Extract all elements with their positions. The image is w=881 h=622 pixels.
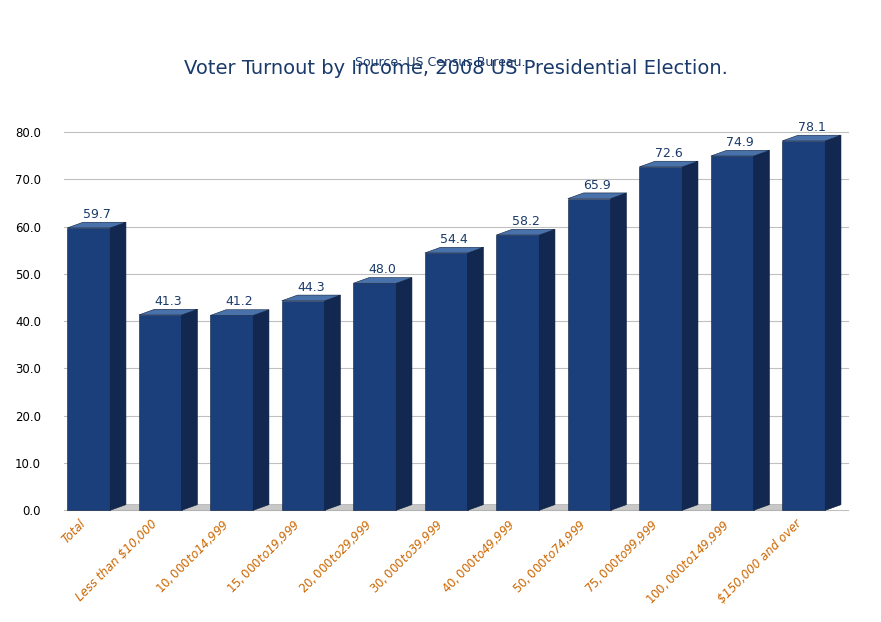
Polygon shape: [396, 277, 412, 510]
Polygon shape: [711, 156, 754, 510]
Polygon shape: [139, 309, 197, 315]
Polygon shape: [67, 504, 841, 510]
Polygon shape: [468, 248, 484, 510]
Polygon shape: [67, 222, 126, 228]
Polygon shape: [181, 309, 197, 510]
Polygon shape: [711, 151, 769, 156]
Polygon shape: [568, 198, 611, 510]
Text: 48.0: 48.0: [369, 263, 396, 276]
Polygon shape: [67, 228, 110, 510]
Polygon shape: [640, 167, 682, 510]
Polygon shape: [782, 141, 825, 510]
Polygon shape: [139, 315, 181, 510]
Polygon shape: [754, 151, 769, 510]
Polygon shape: [282, 295, 340, 301]
Polygon shape: [353, 277, 412, 283]
Polygon shape: [211, 315, 253, 510]
Text: 65.9: 65.9: [583, 179, 611, 192]
Text: 58.2: 58.2: [512, 215, 539, 228]
Text: Source: US Census Bureau.: Source: US Census Bureau.: [355, 56, 526, 69]
Text: 41.3: 41.3: [154, 295, 182, 308]
Polygon shape: [568, 193, 626, 198]
Text: 59.7: 59.7: [83, 208, 111, 221]
Polygon shape: [325, 295, 340, 510]
Polygon shape: [825, 135, 841, 510]
Polygon shape: [282, 301, 325, 510]
Polygon shape: [782, 135, 841, 141]
Polygon shape: [425, 248, 484, 253]
Polygon shape: [353, 283, 396, 510]
Polygon shape: [682, 161, 698, 510]
Polygon shape: [539, 230, 555, 510]
Title: Voter Turnout by Income, 2008 US Presidential Election.: Voter Turnout by Income, 2008 US Preside…: [184, 58, 728, 78]
Text: 78.1: 78.1: [797, 121, 825, 134]
Text: 41.2: 41.2: [226, 295, 254, 309]
Polygon shape: [496, 235, 539, 510]
Polygon shape: [640, 161, 698, 167]
Polygon shape: [611, 193, 626, 510]
Polygon shape: [110, 222, 126, 510]
Text: 72.6: 72.6: [655, 147, 683, 160]
Polygon shape: [211, 310, 269, 315]
Polygon shape: [425, 253, 468, 510]
Polygon shape: [253, 310, 269, 510]
Text: 54.4: 54.4: [440, 233, 468, 246]
Text: 44.3: 44.3: [297, 281, 325, 294]
Text: 74.9: 74.9: [726, 136, 754, 149]
Polygon shape: [496, 230, 555, 235]
